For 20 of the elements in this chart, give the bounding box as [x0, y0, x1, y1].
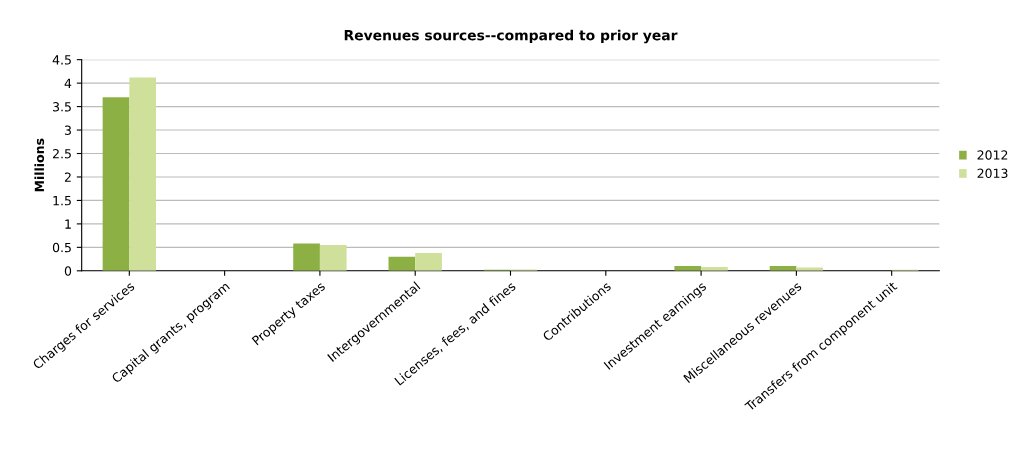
legend-label: 2012: [977, 150, 1008, 160]
y-tick-label: 3: [64, 125, 71, 135]
y-tick-label: 4: [64, 78, 72, 88]
y-tick-label: 1: [65, 219, 71, 229]
y-tick-label: 0.5: [52, 242, 71, 253]
y-tick-label: 4.5: [52, 55, 71, 65]
legend-label: 2013: [977, 168, 1008, 179]
y-tick-label: 2: [64, 172, 71, 182]
bar: [129, 77, 157, 271]
bar: [319, 245, 347, 271]
bar: [415, 252, 442, 271]
y-tick-label: 2.5: [52, 148, 71, 159]
y-tick-label: 3.5: [53, 102, 71, 112]
y-axis-title: Millions: [34, 138, 45, 192]
bar: [102, 97, 130, 271]
y-tick-label: 1.5: [53, 196, 71, 206]
chart-title: Revenues sources--compared to prior year: [344, 29, 678, 44]
y-tick-label: 0: [64, 266, 72, 276]
bar: [293, 243, 320, 271]
bar: [388, 256, 416, 271]
